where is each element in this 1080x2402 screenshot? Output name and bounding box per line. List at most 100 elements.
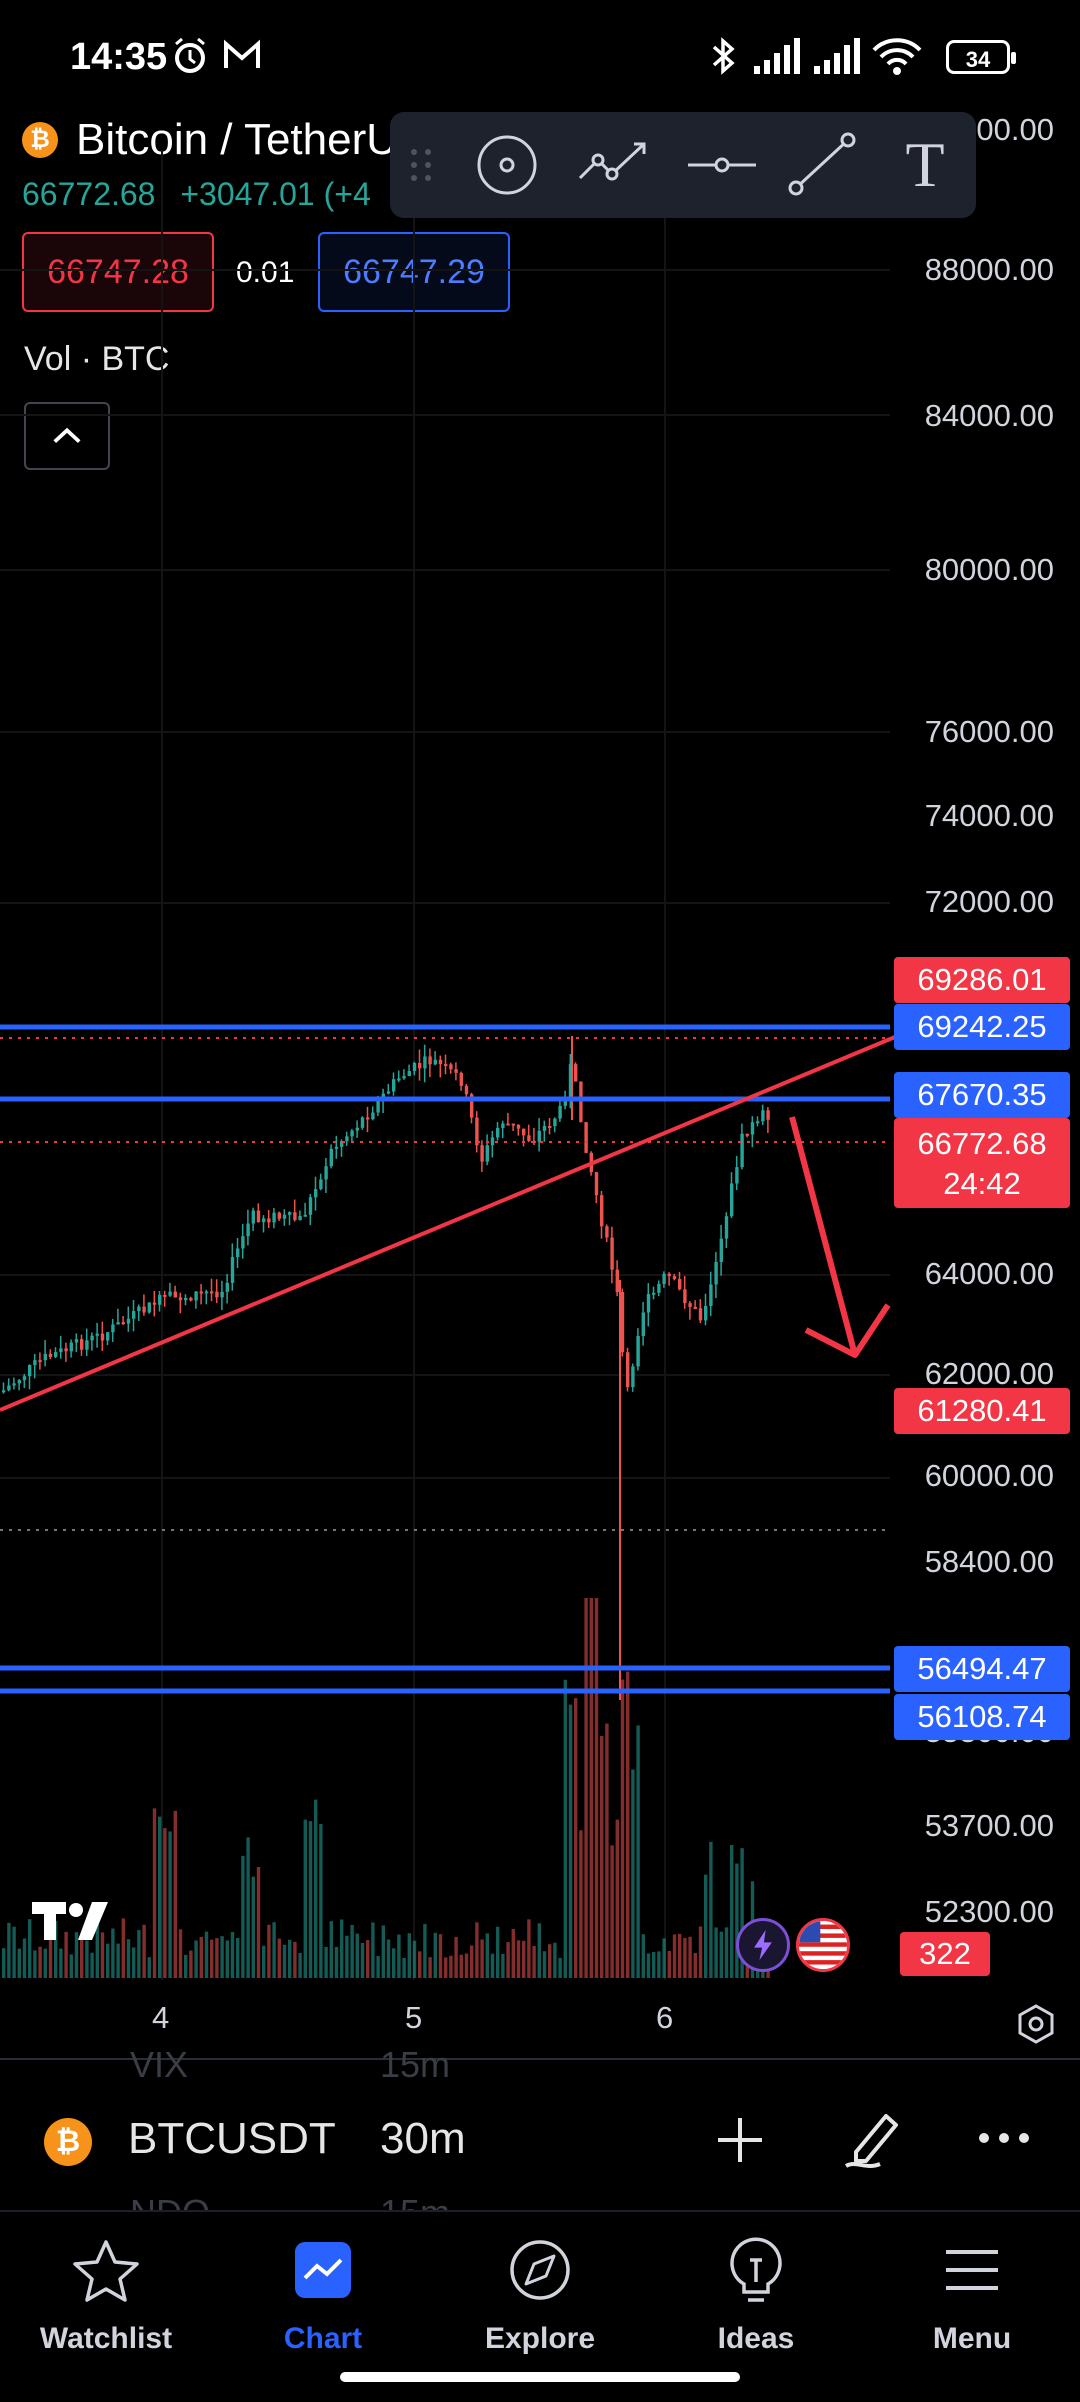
grip-icon[interactable] (402, 130, 442, 200)
battery-indicator: 34 (946, 40, 1016, 74)
volume-bar (558, 1957, 562, 1978)
volume-bar (662, 1938, 666, 1978)
candle-body (158, 1294, 162, 1305)
price-scale-label: 76000.00 (924, 714, 1054, 749)
candle-body (142, 1306, 146, 1313)
price-tag-level-1[interactable]: 69242.25 (894, 1004, 1070, 1050)
horizontal-ray-icon[interactable] (682, 130, 762, 200)
volume-bar (527, 1919, 531, 1978)
chart-settings-icon[interactable] (1014, 2002, 1058, 2046)
candle-body (511, 1123, 515, 1126)
candle-body (184, 1297, 188, 1301)
price-chart[interactable] (0, 0, 1080, 2000)
text-tool-icon[interactable]: T (905, 129, 945, 200)
interval-selector[interactable]: 30m (380, 2114, 466, 2163)
candle-body (293, 1212, 297, 1221)
path-tool-icon[interactable] (574, 130, 654, 200)
pencil-draw-icon[interactable] (842, 2108, 902, 2172)
price-scale-label: 62000.00 (924, 1356, 1054, 1391)
volume-bar (735, 1863, 739, 1978)
price-change: +3047.01 (+4 (180, 176, 371, 212)
candle-body (444, 1064, 448, 1067)
nav-watchlist[interactable]: Watchlist (16, 2236, 196, 2355)
price-tag-level-4[interactable]: 56108.74 (894, 1694, 1070, 1740)
candle-body (553, 1118, 557, 1127)
volume-bar (563, 1679, 567, 1978)
volume-bar (230, 1931, 235, 1978)
time-label-4: 4 (152, 2000, 170, 2035)
symbol-header[interactable]: ₿ Bitcoin / TetherU (22, 110, 398, 170)
price-tag-level-3[interactable]: 56494.47 (894, 1646, 1070, 1692)
candle-body (516, 1124, 521, 1129)
candle-body (470, 1094, 474, 1118)
collapse-legend-button[interactable] (24, 402, 110, 470)
candle-body (672, 1276, 677, 1280)
candle-body (350, 1130, 354, 1137)
candle-body (100, 1333, 105, 1341)
volume-bar (574, 1698, 578, 1978)
spread-value: 0.01 (236, 256, 295, 289)
nav-ideas[interactable]: Ideas (666, 2236, 846, 2355)
candle-body (527, 1135, 531, 1141)
symbol-title: Bitcoin / TetherU (76, 115, 399, 164)
candle-body (412, 1062, 417, 1072)
candle-body (740, 1133, 744, 1168)
more-options-icon[interactable] (976, 2126, 1032, 2150)
candle-body (288, 1212, 292, 1215)
volume-bar (579, 1830, 583, 1978)
volume-bar (381, 1925, 385, 1978)
candle-body (386, 1091, 391, 1094)
candle-body (116, 1322, 120, 1325)
price-scale-label: 84000.00 (924, 398, 1054, 433)
volume-bar (423, 1924, 427, 1978)
last-price: 66772.68 (22, 176, 156, 212)
trend-line-icon[interactable] (782, 130, 862, 200)
candle-body (277, 1212, 281, 1219)
candle-body (667, 1273, 671, 1277)
volume-tag: 322 (900, 1932, 990, 1976)
volume-bar (714, 1927, 718, 1978)
nav-menu[interactable]: Menu (882, 2236, 1062, 2355)
candle-body (95, 1333, 99, 1336)
nav-explore[interactable]: Explore (450, 2236, 630, 2355)
volume-indicator-label[interactable]: Vol · BTC (24, 340, 170, 378)
volume-bar (152, 1808, 157, 1978)
nav-chart[interactable]: Chart (233, 2236, 413, 2355)
candle-body (438, 1059, 443, 1065)
price-tag-alert-high[interactable]: 69286.01 (894, 957, 1070, 1003)
candle-body (152, 1302, 157, 1305)
volume-bar (496, 1926, 500, 1978)
candle-body (381, 1093, 385, 1100)
candle-body (85, 1340, 89, 1350)
volume-bar (215, 1938, 219, 1978)
volume-bar (329, 1921, 333, 1978)
candle-body (334, 1146, 339, 1149)
time-label-6: 6 (656, 2000, 674, 2035)
symbol-ticker[interactable]: BTCUSDT (128, 2114, 336, 2163)
candle-body (106, 1332, 110, 1341)
volume-bar (54, 1920, 58, 1978)
flash-button[interactable] (736, 1918, 790, 1972)
us-flag-button[interactable] (796, 1918, 850, 1972)
volume-bar (376, 1955, 380, 1978)
compass-icon (510, 2240, 570, 2300)
sell-button[interactable]: 66747.28 (22, 232, 214, 312)
price-scale-label: 72000.00 (924, 884, 1054, 919)
volume-bar (163, 1828, 167, 1978)
add-plus-icon[interactable] (712, 2112, 768, 2168)
price-scale-label: 60000.00 (924, 1458, 1054, 1493)
volume-bar (90, 1952, 94, 1978)
candle-body (620, 1292, 625, 1353)
volume-bar (132, 1947, 136, 1978)
price-tag-alert-low[interactable]: 61280.41 (894, 1388, 1070, 1434)
price-tag-level-2[interactable]: 67670.35 (894, 1072, 1070, 1118)
candle-body (506, 1123, 510, 1126)
price-scale-label: 00.00 (976, 112, 1054, 147)
candle-body (605, 1226, 609, 1238)
price-tag-last[interactable]: 66772.68 24:42 (894, 1118, 1070, 1208)
circle-tool-icon[interactable] (472, 130, 542, 200)
volume-bar (59, 1948, 63, 1978)
volume-bar (225, 1940, 229, 1978)
volume-bar (334, 1946, 339, 1978)
volume-bar (282, 1944, 287, 1978)
